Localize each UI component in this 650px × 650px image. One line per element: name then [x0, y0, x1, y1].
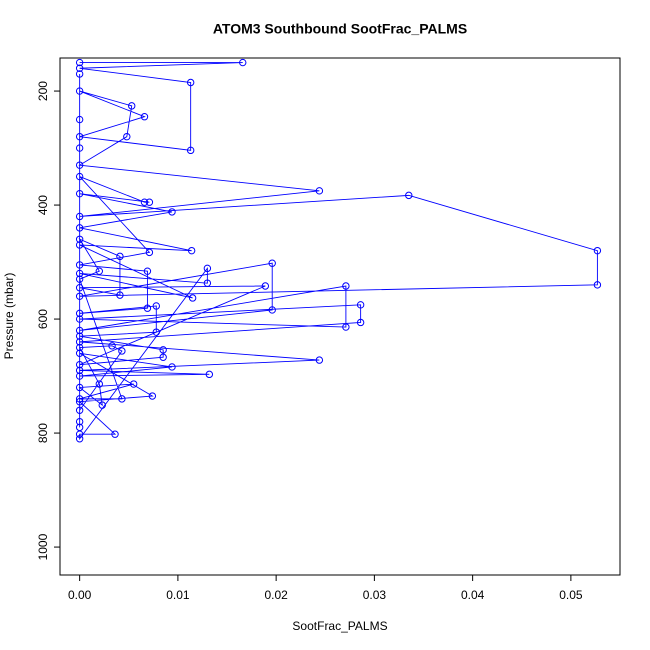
- point: [342, 282, 350, 290]
- point: [159, 346, 167, 354]
- point: [75, 343, 84, 352]
- point: [75, 383, 84, 392]
- point: [75, 395, 84, 403]
- point: [188, 294, 197, 302]
- point: [315, 356, 324, 364]
- point: [268, 259, 276, 267]
- point: [203, 279, 212, 287]
- x-axis-label: SootFrac_PALMS: [292, 619, 387, 633]
- x-tick-label: 0.05: [559, 588, 583, 602]
- point: [152, 302, 160, 310]
- point: [145, 198, 154, 206]
- point: [75, 338, 84, 346]
- point: [75, 64, 84, 72]
- y-tick-label: 600: [36, 309, 50, 329]
- point: [186, 78, 195, 87]
- point: [129, 380, 138, 388]
- point: [128, 102, 136, 110]
- plot-box: [59, 57, 621, 576]
- point: [75, 115, 84, 124]
- point: [75, 241, 84, 249]
- y-axis-label: Pressure (mbar): [2, 273, 16, 360]
- point: [75, 366, 84, 375]
- point: [75, 269, 84, 278]
- point: [140, 113, 149, 121]
- point: [593, 246, 602, 255]
- point: [593, 281, 602, 289]
- point: [143, 304, 152, 312]
- point: [75, 212, 84, 221]
- point: [168, 208, 176, 216]
- point: [75, 406, 84, 414]
- point: [143, 267, 152, 275]
- point: [75, 132, 84, 141]
- x-tick-label: 0.02: [264, 588, 288, 602]
- point: [75, 172, 84, 181]
- point: [116, 291, 124, 299]
- point: [203, 264, 212, 273]
- point: [75, 261, 84, 269]
- point: [75, 435, 84, 443]
- y-tick-label: 800: [36, 423, 50, 443]
- point: [75, 161, 84, 169]
- point: [342, 323, 350, 331]
- point: [95, 380, 103, 388]
- x-tick-label: 0.01: [166, 588, 190, 602]
- point: [261, 282, 270, 290]
- point: [75, 360, 84, 369]
- point: [98, 401, 106, 409]
- point: [75, 224, 84, 232]
- point: [75, 349, 84, 357]
- x-tick-label: 0.04: [461, 588, 485, 602]
- point: [187, 246, 196, 255]
- point: [145, 248, 154, 257]
- point: [75, 398, 84, 406]
- point: [116, 252, 124, 261]
- point: [118, 395, 126, 403]
- x-tick-label: 0.03: [363, 588, 387, 602]
- point: [168, 363, 176, 371]
- point: [75, 87, 84, 95]
- point: [75, 275, 84, 283]
- y-tick-label: 1000: [36, 533, 50, 560]
- point: [75, 58, 84, 67]
- point: [356, 318, 365, 327]
- point: [148, 392, 157, 400]
- point: [186, 146, 195, 155]
- point: [75, 70, 84, 78]
- x-tick-label: 0.00: [68, 588, 92, 602]
- point: [75, 284, 84, 292]
- point: [123, 132, 131, 141]
- point: [405, 191, 413, 200]
- point: [75, 144, 84, 152]
- point: [75, 423, 84, 432]
- point: [75, 372, 84, 380]
- point: [356, 301, 365, 309]
- y-tick-label: 400: [36, 195, 50, 215]
- point: [75, 309, 84, 318]
- point: [315, 187, 324, 195]
- point: [268, 306, 276, 314]
- point: [75, 292, 84, 300]
- point: [111, 430, 119, 438]
- chart-title: ATOM3 Southbound SootFrac_PALMS: [213, 21, 467, 37]
- point: [75, 189, 84, 198]
- point: [118, 347, 126, 355]
- point: [108, 342, 116, 350]
- point: [75, 315, 84, 323]
- series-line: [78, 62, 598, 441]
- point: [75, 332, 84, 340]
- y-tick-label: 200: [36, 81, 50, 101]
- point: [152, 328, 160, 336]
- point: [75, 235, 84, 243]
- point: [205, 370, 214, 379]
- point: [75, 326, 84, 335]
- point: [75, 417, 84, 426]
- point: [95, 267, 103, 275]
- point: [159, 353, 167, 361]
- point: [140, 198, 149, 206]
- point: [239, 58, 247, 67]
